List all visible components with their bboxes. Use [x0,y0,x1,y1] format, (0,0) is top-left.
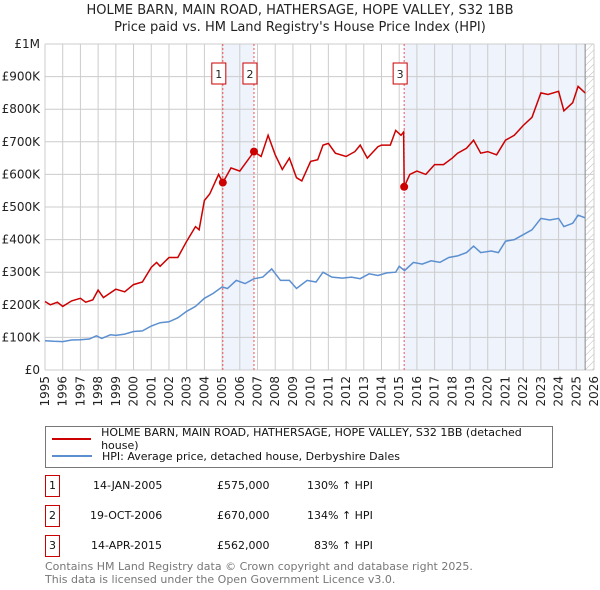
sale-marker-box [242,62,258,85]
transaction-hpi: 134% ↑ HPI [307,509,373,522]
x-tick-label: 2001 [144,376,158,407]
sale-point [249,147,258,156]
x-tick-label: 2012 [339,376,353,407]
transaction-price: £670,000 [217,509,270,522]
transaction-number: 2 [45,505,60,527]
x-tick-label: 2025 [569,376,583,407]
transaction-date: 19-OCT-2006 [90,509,163,522]
x-tick-label: 2000 [127,376,141,407]
x-tick-label: 2020 [481,376,495,407]
x-tick-label: 2005 [215,376,229,407]
sale-marker-box [211,62,227,85]
sale-point [218,178,227,187]
x-tick-label: 2004 [197,376,211,407]
transaction-price: £575,000 [217,479,270,492]
x-tick-label: 2009 [286,376,300,407]
sale-point [400,182,409,191]
x-tick-label: 2014 [374,376,388,407]
price-chart: 1995 1996 1997 1998 1999 2000 2001 2002 2003 2004… [2,37,600,407]
transaction-number: 3 [45,535,60,557]
y-tick-label: £1M [14,37,40,51]
y-tick-label: £700K [2,135,42,149]
x-tick-label: 2024 [552,376,566,407]
transaction-number: 1 [45,475,60,497]
y-tick-label: £100K [2,330,42,344]
y-tick-label: £900K [2,70,42,84]
x-tick-label: 1998 [91,376,105,407]
legend-swatch-blue [52,455,92,457]
x-tick-label: 2019 [463,376,477,407]
x-tick-label: 2015 [392,376,406,407]
legend-label: HOLME BARN, MAIN ROAD, HATHERSAGE, HOPE … [101,426,522,452]
x-tick-label: 1996 [56,376,70,407]
x-tick-label: 2016 [410,376,424,407]
x-tick-label: 2017 [428,376,442,407]
sale-marker-label: 1 [215,68,222,81]
property-price-line [44,85,586,308]
x-tick-label: 2011 [321,376,335,407]
x-tick-label: 2006 [233,376,247,407]
y-tick-label: £600K [2,167,42,181]
sale-marker-label: 3 [397,68,404,81]
x-tick-label: 2008 [268,376,282,407]
legend-item-property: HOLME BARN, MAIN ROAD, HATHERSAGE, HOPE … [52,426,552,452]
x-tick-label: 2022 [516,376,530,407]
x-tick-label: 2002 [162,376,176,407]
x-tick-label: 2021 [498,376,512,407]
footer-licence: This data is licensed under the Open Gov… [45,573,396,586]
transaction-date: 14-APR-2015 [91,539,163,552]
x-tick-label: 2018 [445,376,459,407]
x-tick-label: 2026 [587,376,600,407]
transaction-date: 14-JAN-2005 [93,479,163,492]
transaction-hpi: 130% ↑ HPI [307,479,373,492]
chart-subtitle: Price paid vs. HM Land Registry's House … [114,20,486,35]
x-tick-label: 2023 [534,376,548,407]
legend-label: HPI: Average price, detached house, Derb… [102,449,400,463]
hpi-line [44,214,586,343]
x-tick-label: 1995 [38,376,52,407]
y-tick-label: £0 [25,363,40,377]
y-tick-label: £400K [2,233,42,247]
y-tick-label: £300K [2,265,42,279]
x-tick-label: 2010 [304,376,318,407]
x-tick-label: 2013 [357,376,371,407]
y-tick-label: £200K [2,298,42,312]
chart-title: HOLME BARN, MAIN ROAD, HATHERSAGE, HOPE … [86,3,514,18]
sale-marker-label: 2 [246,68,253,81]
x-tick-label: 1999 [109,376,123,407]
sale-marker-box [392,62,408,85]
footer-copyright: Contains HM Land Registry data © Crown c… [45,560,473,573]
x-tick-label: 2007 [251,376,265,407]
legend-item-hpi: HPI: Average price, detached house, Derb… [52,448,400,464]
transaction-price: £562,000 [217,539,270,552]
y-tick-label: £500K [2,200,42,214]
legend-swatch-red [52,438,92,440]
transaction-hpi: 83% ↑ HPI [314,539,373,552]
x-tick-label: 1997 [73,376,87,407]
legend: HOLME BARN, MAIN ROAD, HATHERSAGE, HOPE … [45,426,553,468]
x-tick-label: 2003 [180,376,194,407]
y-tick-label: £800K [2,102,42,116]
